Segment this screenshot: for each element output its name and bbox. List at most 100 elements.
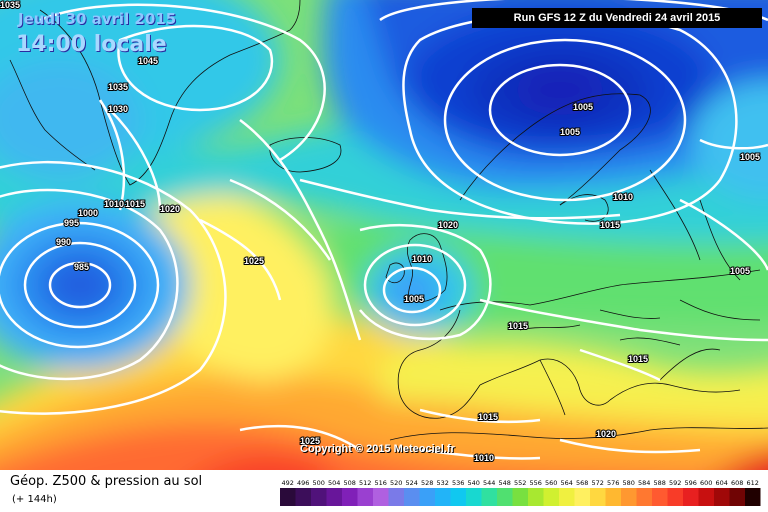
legend-swatch — [636, 488, 652, 506]
legend-swatch — [295, 488, 311, 506]
legend-value: 544 — [483, 479, 495, 487]
legend-value: 532 — [437, 479, 449, 487]
isobar-label: 1015 — [600, 220, 620, 230]
legend-value: 600 — [700, 479, 712, 487]
forecast-range: (+ 144h) — [12, 494, 57, 505]
legend-value: 528 — [421, 479, 433, 487]
legend-swatch — [621, 488, 637, 506]
legend-value: 516 — [375, 479, 387, 487]
legend-swatch — [667, 488, 683, 506]
legend-swatch — [745, 488, 761, 506]
legend-swatch — [497, 488, 513, 506]
isobar-label: 1025 — [300, 436, 320, 446]
isobar-label: 1035 — [0, 0, 20, 10]
legend-swatch — [512, 488, 528, 506]
legend-swatch — [605, 488, 621, 506]
legend-swatch — [574, 488, 590, 506]
legend-swatch — [466, 488, 482, 506]
isobar-label: 1035 — [108, 82, 128, 92]
legend-value: 512 — [359, 479, 371, 487]
legend-value: 588 — [654, 479, 666, 487]
legend-value: 568 — [576, 479, 588, 487]
isobars — [0, 0, 768, 460]
isobar-label: 985 — [74, 262, 89, 272]
isobar-label: 1015 — [478, 412, 498, 422]
forecast-time: 14:00 locale — [16, 32, 167, 57]
isobar-label: 1010 — [613, 192, 633, 202]
isobar-label: 1005 — [560, 127, 580, 137]
isobar-label: 1025 — [244, 256, 264, 266]
legend-value: 576 — [607, 479, 619, 487]
legend-value: 524 — [406, 479, 418, 487]
isobar-label: 1020 — [596, 429, 616, 439]
isobar-label: 1010 — [412, 254, 432, 264]
legend-value: 572 — [592, 479, 604, 487]
legend-swatch — [357, 488, 373, 506]
isobar-label: 1020 — [160, 204, 180, 214]
isobar-label: 1015 — [508, 321, 528, 331]
legend-swatch — [435, 488, 451, 506]
legend-value: 540 — [468, 479, 480, 487]
isobar-label: 1030 — [108, 104, 128, 114]
legend-swatch — [590, 488, 606, 506]
isobar-label: 1005 — [740, 152, 760, 162]
isobar-labels: 1035104510351030102010151010100099599098… — [0, 0, 761, 464]
legend-swatch — [450, 488, 466, 506]
legend-value: 604 — [716, 479, 728, 487]
legend-value: 496 — [297, 479, 309, 487]
legend-swatch — [342, 488, 358, 506]
map-title: Géop. Z500 & pression au sol — [10, 474, 203, 489]
copyright-notice: Copyright © 2015 Meteociel.fr — [300, 443, 455, 455]
isobar-label: 990 — [56, 237, 71, 247]
legend-value: 504 — [328, 479, 340, 487]
color-legend: 492 496 500 504 508 512 516 520 524 528 532 536 540 5… — [280, 479, 761, 506]
legend-value: 548 — [499, 479, 511, 487]
isobar-label: 1005 — [730, 266, 750, 276]
legend-swatch — [404, 488, 420, 506]
legend-value: 592 — [669, 479, 681, 487]
isobar-label: 1010 — [474, 453, 494, 463]
legend-value: 536 — [452, 479, 464, 487]
legend-value: 596 — [685, 479, 697, 487]
legend-value: 608 — [731, 479, 743, 487]
isobar-label: 1005 — [573, 102, 593, 112]
run-info: Run GFS 12 Z du Vendredi 24 avril 2015 — [472, 8, 762, 28]
legend-value: 584 — [638, 479, 650, 487]
legend-value: 508 — [344, 479, 356, 487]
legend-swatch — [311, 488, 327, 506]
isobar-label: 1015 — [125, 199, 145, 209]
legend-swatch — [528, 488, 544, 506]
legend-value: 580 — [623, 479, 635, 487]
legend-swatch — [280, 488, 296, 506]
isobar-label: 1010 — [104, 199, 124, 209]
legend-swatch — [652, 488, 668, 506]
legend-value: 612 — [747, 479, 759, 487]
isobar-label: 1005 — [404, 294, 424, 304]
legend-swatch — [373, 488, 389, 506]
legend-swatch — [729, 488, 745, 506]
isobar-label: 995 — [64, 218, 79, 228]
legend-value: 560 — [545, 479, 557, 487]
legend-swatch — [559, 488, 575, 506]
legend-value: 500 — [313, 479, 325, 487]
legend-value: 520 — [390, 479, 402, 487]
legend-value: 492 — [282, 479, 294, 487]
isobar-label: 1015 — [628, 354, 648, 364]
legend-value: 556 — [530, 479, 542, 487]
legend-swatch — [683, 488, 699, 506]
legend-value: 552 — [514, 479, 526, 487]
isobar-label: 1000 — [78, 208, 98, 218]
legend-swatch — [714, 488, 730, 506]
legend-swatch — [543, 488, 559, 506]
legend-swatch — [481, 488, 497, 506]
legend-swatch — [388, 488, 404, 506]
legend-swatch — [419, 488, 435, 506]
isobar-label: 1045 — [138, 56, 158, 66]
forecast-date: Jeudi 30 avril 2015 — [18, 10, 177, 28]
legend-swatch — [326, 488, 342, 506]
legend-swatch — [698, 488, 714, 506]
legend-value: 564 — [561, 479, 573, 487]
